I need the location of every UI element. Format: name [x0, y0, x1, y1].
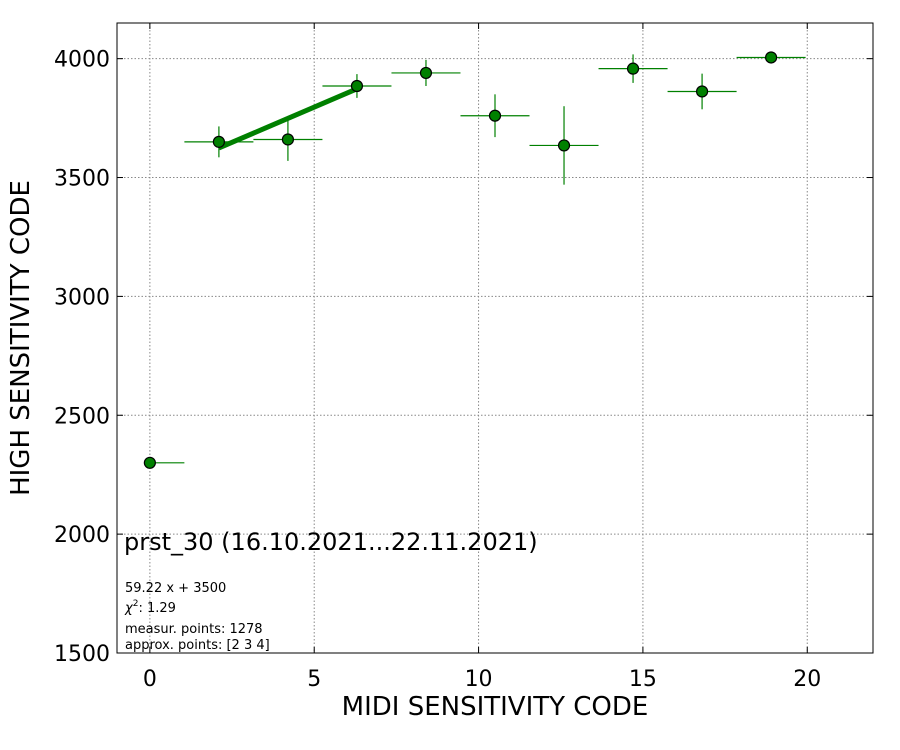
data-point: [212, 135, 225, 148]
data-points: [143, 51, 778, 469]
chi-symbol: χ: [124, 601, 134, 616]
y-tick-label: 2500: [54, 404, 110, 429]
approx-points: approx. points: [2 3 4]: [125, 638, 270, 653]
tick-labels: 0 5 10 15 20 1500 2000 2500 3000 3500 4000: [54, 48, 821, 692]
data-point: [281, 133, 295, 146]
fit-equation: 59.22 x + 3500: [125, 581, 226, 596]
chi-square: χ2: 1.29: [124, 599, 176, 616]
y-tick-label: 3000: [54, 285, 110, 310]
x-tick-label: 0: [143, 667, 157, 692]
data-point: [350, 79, 364, 93]
fit-line-group: [217, 86, 358, 151]
x-tick-label: 5: [307, 667, 321, 692]
data-point: [765, 51, 778, 64]
data-point: [695, 85, 709, 98]
data-point: [143, 456, 156, 469]
data-point: [557, 139, 571, 152]
y-axis-label: HIGH SENSITIVITY CODE: [6, 180, 36, 496]
data-point: [626, 62, 640, 75]
chi-value: : 1.29: [138, 601, 175, 616]
plot-frame: [116, 22, 874, 654]
grid: [117, 23, 873, 653]
measur-points: measur. points: 1278: [125, 622, 263, 637]
y-tick-label: 1500: [54, 642, 110, 667]
x-axis-label: MIDI SENSITIVITY CODE: [342, 692, 649, 722]
x-tick-label: 10: [465, 667, 493, 692]
x-tick-label: 15: [629, 667, 657, 692]
data-point: [488, 109, 502, 122]
chi-superscript: 2: [133, 599, 139, 609]
y-tick-label: 2000: [54, 523, 110, 548]
x-tick-label: 20: [793, 667, 821, 692]
data-point: [419, 66, 433, 80]
y-tick-label: 3500: [54, 167, 110, 192]
chart-title: prst_30 (16.10.2021...22.11.2021): [124, 528, 538, 556]
y-tick-label: 4000: [54, 48, 110, 73]
fit-line: [217, 86, 358, 151]
